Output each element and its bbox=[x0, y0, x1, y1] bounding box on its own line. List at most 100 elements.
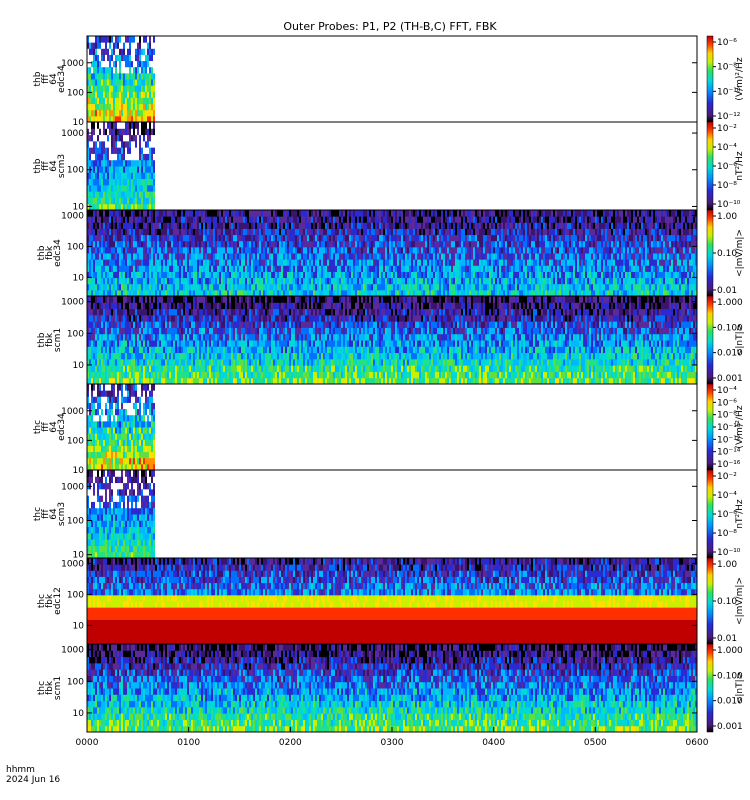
spectrogram-cell bbox=[523, 259, 525, 266]
spectrogram-cell bbox=[591, 259, 593, 266]
spectrogram-cell bbox=[109, 140, 111, 148]
spectrogram-cell bbox=[183, 271, 185, 279]
spectrogram-cell bbox=[133, 197, 135, 205]
spectrogram-cell bbox=[139, 271, 141, 279]
spectrogram-cell bbox=[489, 289, 491, 297]
spectrogram-cell bbox=[341, 289, 343, 297]
spectrogram-cell bbox=[147, 66, 149, 74]
spectrogram-cell bbox=[109, 72, 111, 80]
spectrogram-cell bbox=[95, 246, 97, 254]
spectrogram-cell bbox=[601, 253, 603, 260]
spectrogram-cell bbox=[223, 289, 225, 297]
spectrogram-cell bbox=[95, 259, 97, 266]
spectrogram-cell bbox=[433, 234, 435, 242]
spectrogram-cell bbox=[87, 66, 89, 74]
spectrogram-cell bbox=[119, 85, 121, 92]
spectrogram-cell bbox=[261, 265, 263, 272]
spectrogram-cell bbox=[195, 234, 197, 242]
spectrogram-cell bbox=[107, 283, 109, 291]
spectrogram-cell bbox=[149, 85, 151, 92]
spectrogram-cell bbox=[197, 228, 199, 236]
spectrogram-cell bbox=[239, 240, 241, 248]
spectrogram-cell bbox=[137, 91, 139, 98]
spectrogram-cell bbox=[501, 222, 503, 229]
spectrogram-cell bbox=[345, 210, 347, 217]
spectrogram-cell bbox=[643, 240, 645, 248]
spectrogram-cell bbox=[91, 66, 93, 74]
spectrogram-cell bbox=[365, 234, 367, 242]
spectrogram-cell bbox=[345, 277, 347, 285]
spectrogram-cell bbox=[343, 283, 345, 291]
spectrogram-cell bbox=[99, 60, 101, 68]
spectrogram-cell bbox=[369, 222, 371, 229]
spectrogram-cell bbox=[345, 265, 347, 272]
spectrogram-cell bbox=[233, 228, 235, 236]
spectrogram-cell bbox=[297, 277, 299, 285]
spectrogram-cell bbox=[147, 166, 149, 173]
spectrogram-cell bbox=[563, 277, 565, 285]
spectrogram-cell bbox=[441, 240, 443, 248]
spectrogram-cell bbox=[113, 115, 115, 123]
spectrogram-cell bbox=[389, 210, 391, 217]
spectrogram-cell bbox=[315, 240, 317, 248]
spectrogram-cell bbox=[635, 234, 637, 242]
spectrogram-cell bbox=[323, 240, 325, 248]
spectrogram-cell bbox=[129, 122, 131, 129]
spectrogram-cell bbox=[515, 210, 517, 217]
spectrogram-cell bbox=[115, 234, 117, 242]
spectrogram-cell bbox=[285, 228, 287, 236]
spectrogram-cell bbox=[103, 60, 105, 68]
spectrogram-cell bbox=[101, 271, 103, 279]
spectrogram-cell bbox=[143, 271, 145, 279]
spectrogram-cell bbox=[513, 277, 515, 285]
spectrogram-cell bbox=[521, 277, 523, 285]
spectrogram-cell bbox=[537, 234, 539, 242]
spectrogram-cell bbox=[587, 253, 589, 260]
spectrogram-cell bbox=[263, 283, 265, 291]
spectrogram-cell bbox=[299, 289, 301, 297]
spectrogram-cell bbox=[107, 109, 109, 117]
spectrogram-cell bbox=[391, 265, 393, 272]
spectrogram-cell bbox=[523, 210, 525, 217]
spectrogram-cell bbox=[541, 210, 543, 217]
spectrogram-cell bbox=[105, 277, 107, 285]
spectrogram-cell bbox=[579, 259, 581, 266]
spectrogram-cell bbox=[101, 197, 103, 205]
spectrogram-cell bbox=[291, 240, 293, 248]
spectrogram-cell bbox=[583, 277, 585, 285]
spectrogram-cell bbox=[493, 228, 495, 236]
spectrogram-cell bbox=[653, 277, 655, 285]
spectrogram-cell bbox=[405, 210, 407, 217]
spectrogram-cell bbox=[345, 283, 347, 291]
spectrogram-cell bbox=[259, 271, 261, 279]
spectrogram-cell bbox=[297, 210, 299, 217]
spectrogram-cell bbox=[633, 289, 635, 297]
spectrogram-cell bbox=[589, 240, 591, 248]
spectrogram-cell bbox=[371, 253, 373, 260]
spectrogram-cell bbox=[117, 277, 119, 285]
spectrogram-cell bbox=[121, 277, 123, 285]
spectrogram-cell bbox=[285, 271, 287, 279]
spectrogram-cell bbox=[123, 159, 125, 167]
spectrogram-cell bbox=[431, 283, 433, 291]
spectrogram-cell bbox=[413, 265, 415, 272]
spectrogram-cell bbox=[113, 85, 115, 92]
spectrogram-cell bbox=[161, 253, 163, 260]
spectrogram-cell bbox=[87, 91, 89, 98]
spectrogram-cell bbox=[339, 277, 341, 285]
spectrogram-cell bbox=[365, 240, 367, 248]
spectrogram-cell bbox=[133, 240, 135, 248]
spectrogram-cell bbox=[539, 228, 541, 236]
spectrogram-cell bbox=[135, 203, 137, 211]
spectrogram-cell bbox=[363, 253, 365, 260]
spectrogram-cell bbox=[593, 283, 595, 291]
spectrogram-cell bbox=[291, 210, 293, 217]
spectrogram-cell bbox=[625, 222, 627, 229]
spectrogram-cell bbox=[149, 172, 151, 180]
spectrogram-cell bbox=[113, 191, 115, 198]
spectrogram-cell bbox=[153, 166, 155, 173]
spectrogram-cell bbox=[207, 259, 209, 266]
spectrogram-cell bbox=[571, 283, 573, 291]
spectrogram-cell bbox=[143, 36, 145, 43]
spectrogram-cell bbox=[605, 240, 607, 248]
